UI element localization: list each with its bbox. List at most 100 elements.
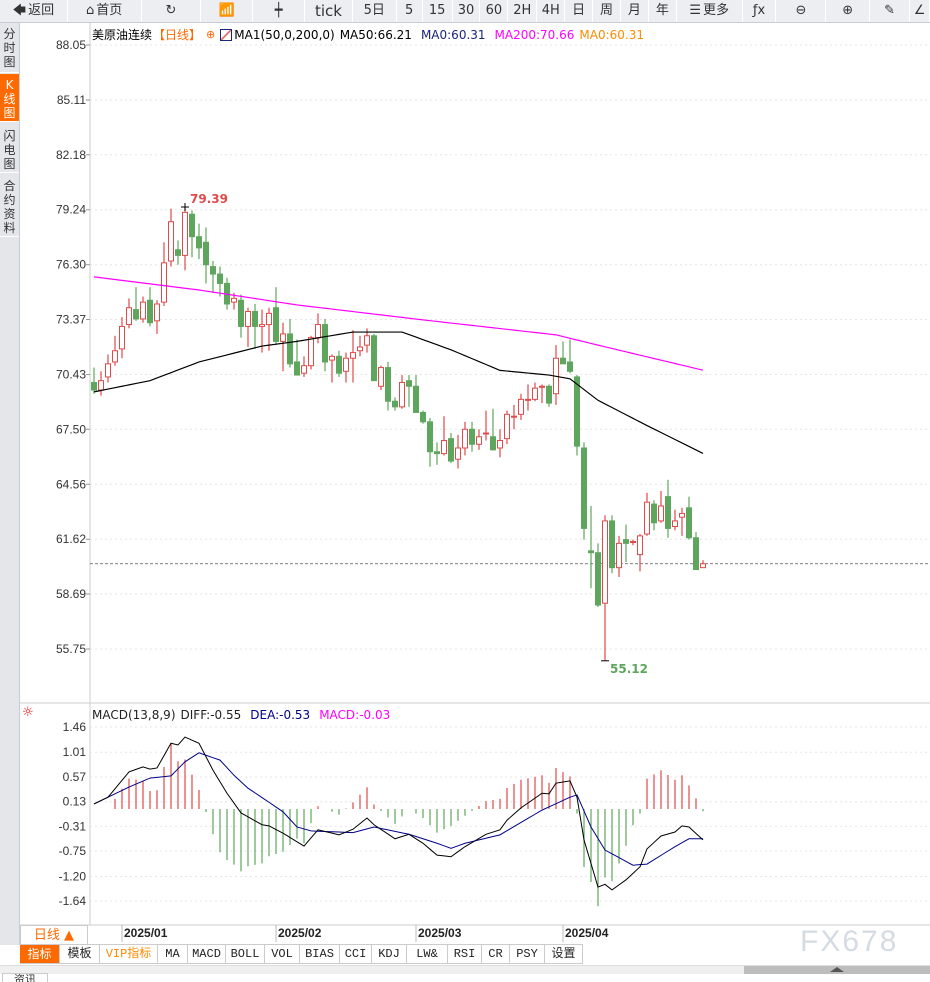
toolbar-button-日[interactable]: 日 [565, 0, 594, 22]
candle-body [147, 299, 153, 324]
price-tick-label: 88.05 [56, 38, 86, 52]
candle-body [686, 507, 692, 539]
indicator-tab-指标[interactable]: 指标 [20, 945, 60, 964]
indicator-tab-MA[interactable]: MA [158, 945, 188, 964]
pen-icon: ✎ [884, 3, 896, 18]
candle-body [287, 333, 293, 365]
indicator-tab-设置[interactable]: 设置 [545, 945, 583, 964]
sidebar-tab-char: 线 [3, 92, 16, 106]
candle-body [623, 539, 629, 544]
price-tick-label: 82.18 [56, 148, 86, 162]
candle-body [490, 436, 496, 451]
function-button[interactable]: ƒx [743, 0, 777, 22]
pen-button[interactable]: ✎ [870, 0, 911, 22]
indicator-tab-VIP指标[interactable]: VIP指标 [100, 945, 158, 964]
toolbar-button-tick[interactable]: tick [305, 0, 353, 22]
bar-chart-button[interactable]: 📶 [201, 0, 254, 22]
indicator-settings-icon[interactable]: ☼ [22, 705, 34, 720]
diff-line [93, 736, 704, 891]
toolbar-button-60[interactable]: 60 [480, 0, 509, 22]
indicator-tab-KDJ[interactable]: KDJ [372, 945, 407, 964]
price-tick-label: 61.62 [56, 532, 86, 546]
macd-tick-label: 1.01 [63, 745, 87, 759]
ma-indicator-icon[interactable] [220, 28, 233, 41]
indicator-tab-VOL[interactable]: VOL [265, 945, 300, 964]
period-selector[interactable]: 日线 ▲ [20, 925, 88, 945]
candle-body [308, 337, 314, 367]
candle-body [392, 400, 398, 408]
toolbar-button-15[interactable]: 15 [423, 0, 453, 22]
toolbar-button-4H[interactable]: 4H [537, 0, 566, 22]
candle-body [98, 380, 104, 391]
toolbar-button-返回[interactable]: 🡄 返回 [0, 0, 68, 22]
dea-value: DEA:-0.53 [250, 708, 311, 722]
watermark-logo: FX678 [800, 925, 899, 958]
zoom-out-button[interactable]: ⊖ [776, 0, 827, 22]
candle-body [637, 535, 643, 556]
toolbar-button-5日[interactable]: 5日 [353, 0, 397, 22]
candle-body [140, 301, 146, 320]
toolbar-button-5[interactable]: 5 [397, 0, 423, 22]
candle-body [378, 367, 384, 387]
toolbar-button-label: 年 [655, 3, 669, 18]
indicator-tab-BIAS[interactable]: BIAS [300, 945, 340, 964]
toolbar-button-2H[interactable]: 2H [508, 0, 538, 22]
zoom-in-button[interactable]: ⊕ [826, 0, 871, 22]
period-label: 【日线】 [153, 28, 202, 42]
indicator-tab-CR[interactable]: CR [482, 945, 510, 964]
news-tab[interactable]: 资讯 [2, 973, 48, 982]
settings-crosshair-icon[interactable]: ⊕ [206, 28, 216, 41]
high-price-label: 79.39 [190, 192, 228, 206]
toolbar-button-周[interactable]: 周 [593, 0, 621, 22]
sidebar-tab-3[interactable]: 合约资料 [0, 175, 19, 237]
refresh-button[interactable]: ↻ [142, 0, 202, 22]
indicator-tab-LW&[interactable]: LW& [407, 945, 448, 964]
candle-body [665, 496, 671, 529]
price-tick-label: 58.69 [56, 587, 86, 601]
date-label: 2025/02 [278, 926, 322, 940]
ma200-value: MA200:70.66 [494, 27, 575, 42]
sidebar-tab-0[interactable]: 分时图 [0, 23, 19, 73]
candlestick-button[interactable]: ┿ [253, 0, 306, 22]
toolbar-button-label: 30 [457, 3, 475, 18]
candle-body [189, 213, 195, 238]
candle-body [364, 335, 370, 346]
horizontal-scrollbar[interactable] [0, 965, 930, 974]
toolbar-button-首页[interactable]: ⌂ 首页 [68, 0, 142, 22]
toolbar-button-年[interactable]: 年 [649, 0, 677, 22]
price-tick-label: 70.43 [56, 367, 86, 381]
candle-body [679, 512, 685, 518]
candle-body [238, 299, 244, 327]
home-icon: ⌂ [86, 3, 95, 18]
indicator-tab-RSI[interactable]: RSI [448, 945, 482, 964]
ma0-value-2: MA0:60.31 [579, 27, 644, 42]
candle-body [462, 428, 468, 449]
toolbar-button-更多[interactable]: ☰ 更多 [677, 0, 743, 22]
macd-tick-label: -0.75 [59, 844, 87, 858]
toolbar-button-月[interactable]: 月 [621, 0, 649, 22]
ma50-value: MA50:66.21 [339, 27, 412, 42]
indicator-tab-BOLL[interactable]: BOLL [226, 945, 265, 964]
indicator-tab-MACD[interactable]: MACD [188, 945, 226, 964]
indicator-tab-CCI[interactable]: CCI [340, 945, 372, 964]
candle-body [371, 335, 377, 382]
candle-body [441, 440, 447, 455]
zoom-in-icon: ⊕ [842, 3, 854, 18]
sidebar-tab-2[interactable]: 闪电图 [0, 125, 19, 173]
candle-body [469, 428, 475, 445]
date-label: 2025/01 [124, 926, 168, 940]
sidebar-tab-char: 图 [3, 55, 16, 69]
indicator-tab-模板[interactable]: 模板 [60, 945, 100, 964]
candle-body [91, 382, 97, 391]
indicator-tabs: 指标 模板 VIP指标 MA MACD BOLL VOL BIAS CCI KDJ LW& RSI CR… [20, 944, 583, 964]
candle-body [357, 346, 363, 352]
kline-chart[interactable]: 88.05 85.11 82.18 79.24 76.30 73.37 70.43 67.50… [0, 0, 930, 945]
scrollbar-thumb[interactable] [744, 966, 930, 974]
ruler-icon: ∠ [913, 3, 926, 18]
ruler-button[interactable]: ∠ [910, 0, 930, 22]
sidebar-tab-char: 资 [3, 207, 16, 221]
indicator-tab-PSY[interactable]: PSY [510, 945, 545, 964]
candle-body [532, 387, 538, 400]
toolbar-button-30[interactable]: 30 [453, 0, 481, 22]
